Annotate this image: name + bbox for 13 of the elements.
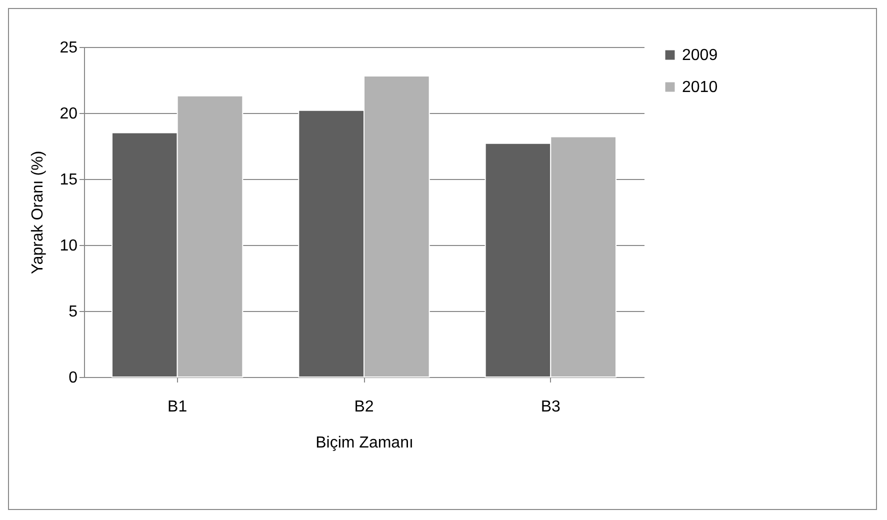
y-tick-label: 15 bbox=[60, 172, 78, 188]
x-axis-title: Biçim Zamanı bbox=[316, 434, 414, 452]
y-tick-label: 10 bbox=[60, 238, 78, 254]
legend-label: 2009 bbox=[682, 47, 718, 64]
x-tick-label: B2 bbox=[354, 398, 374, 416]
y-tick-label: 0 bbox=[68, 370, 78, 386]
y-tick-label: 5 bbox=[68, 304, 78, 320]
y-axis-title: Yaprak Oranı (%) bbox=[30, 150, 47, 274]
y-tick-label: 20 bbox=[60, 106, 78, 122]
x-tick-label: B1 bbox=[168, 398, 188, 416]
y-tick-label: 25 bbox=[60, 40, 78, 56]
legend-label: 2010 bbox=[682, 79, 718, 96]
x-tick-label: B3 bbox=[540, 398, 561, 416]
